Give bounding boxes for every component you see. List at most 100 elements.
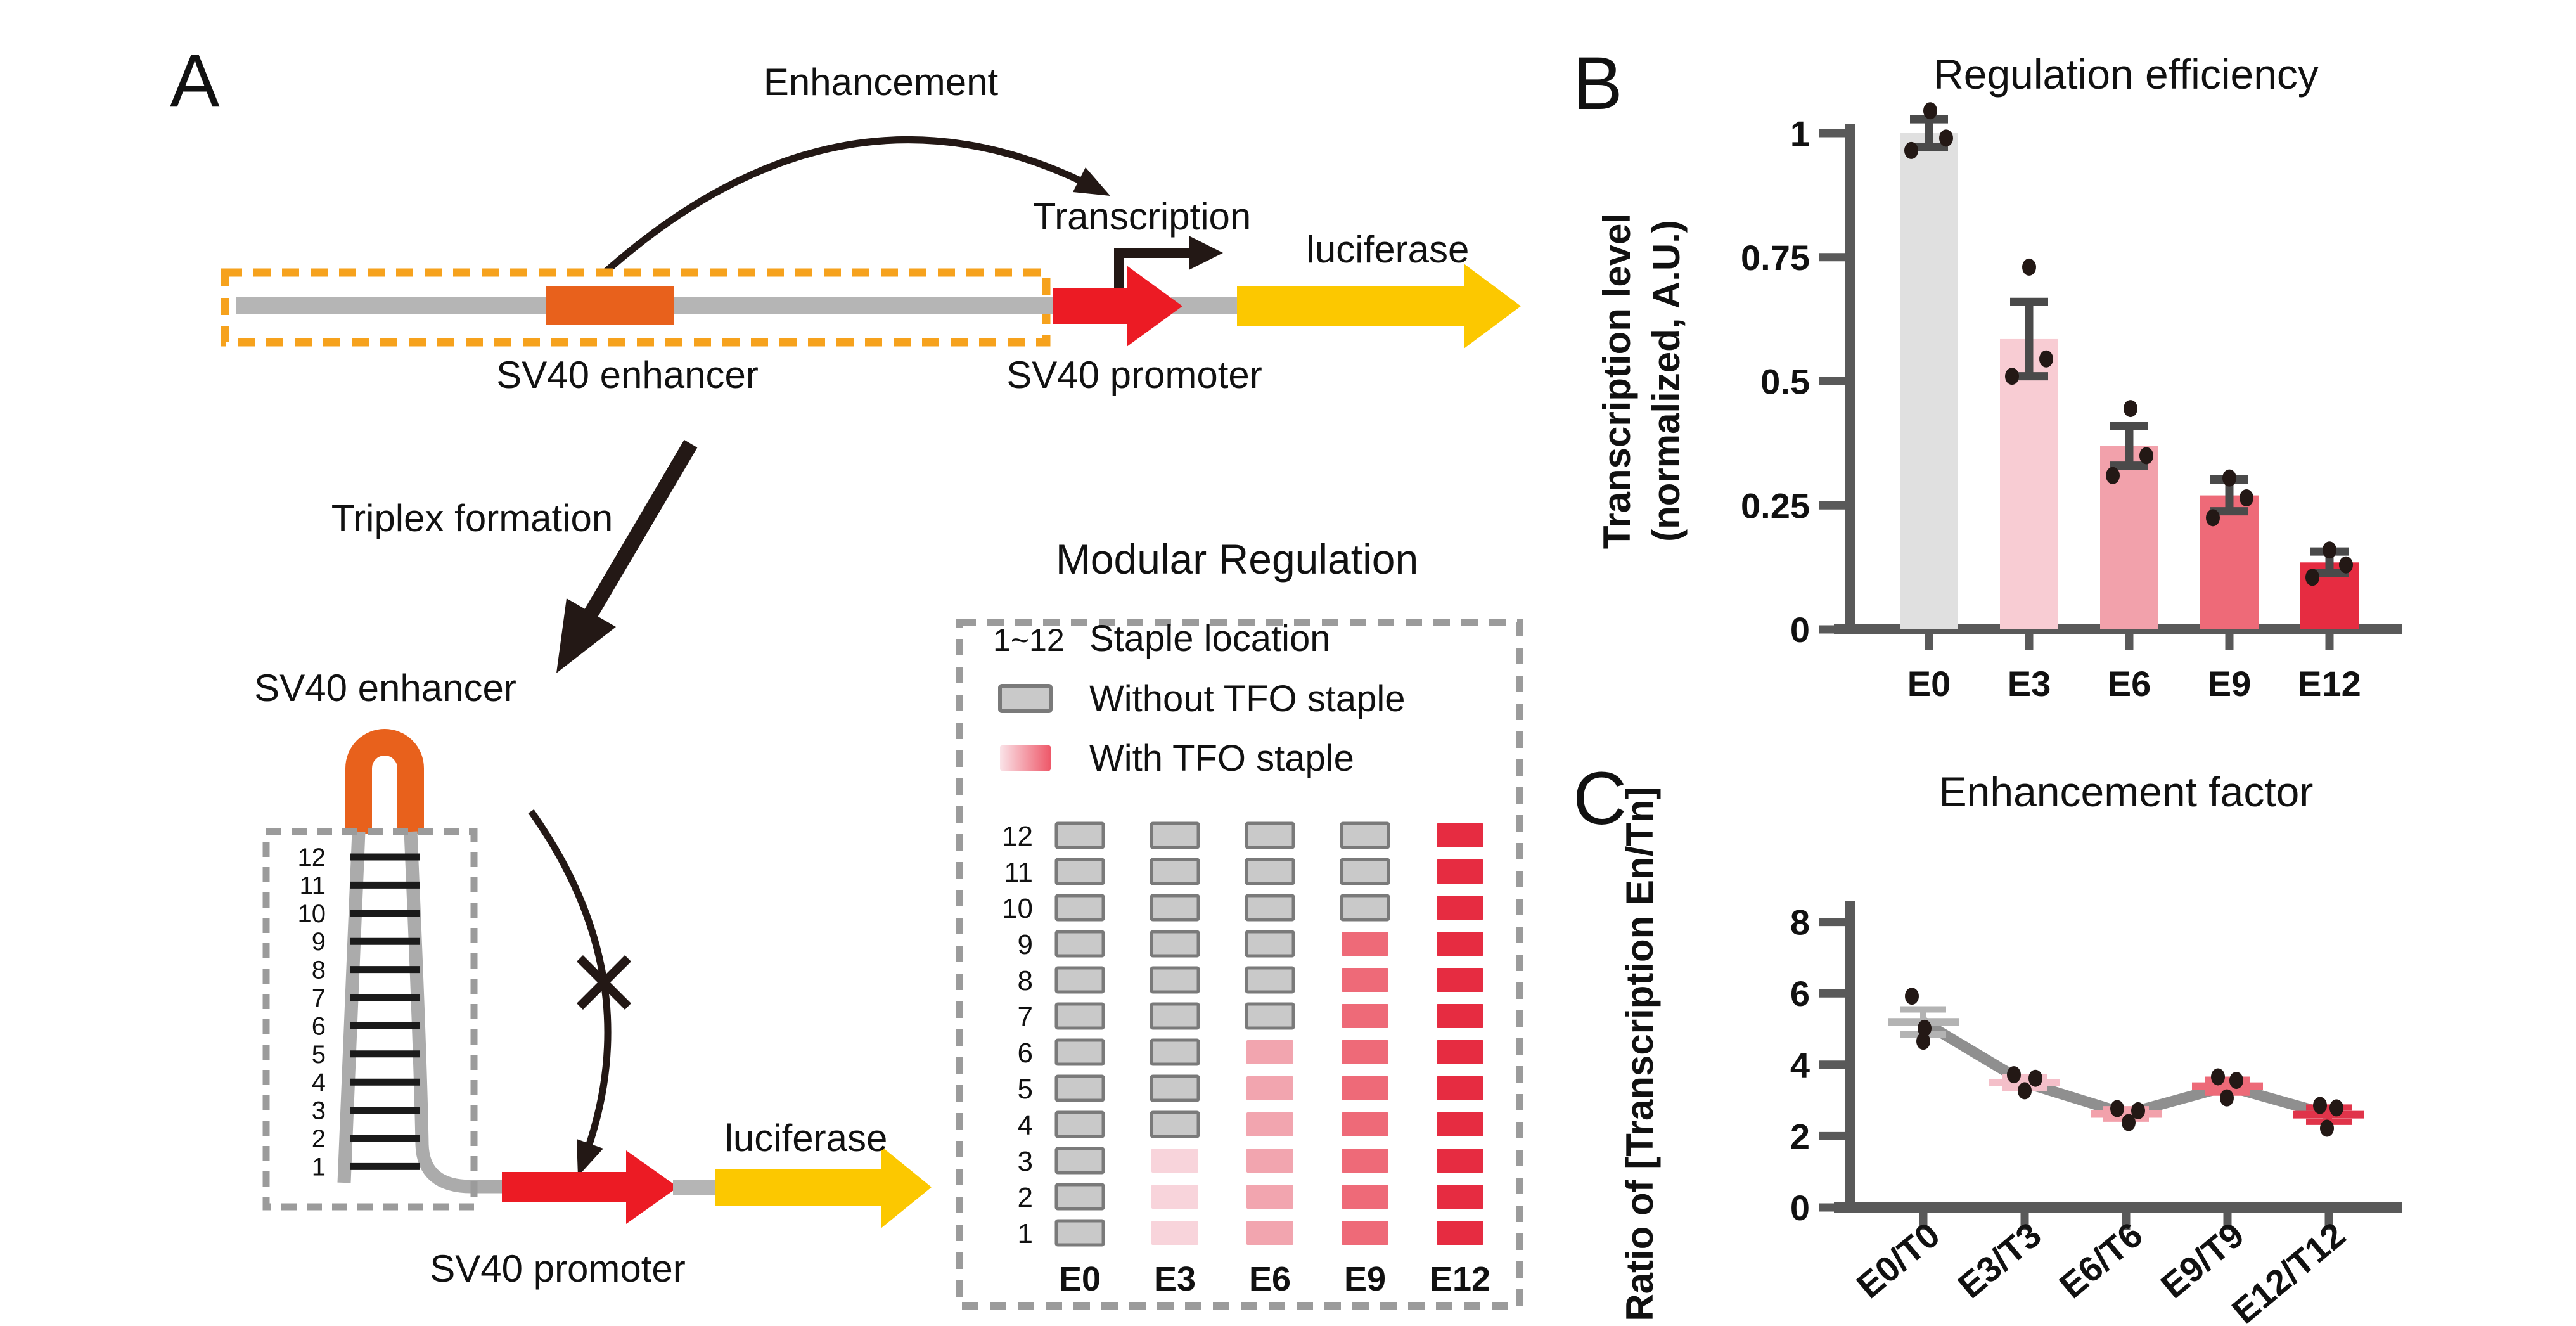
staple-cell-tfo: [1437, 932, 1483, 956]
staple-cell-tfo: [1437, 968, 1483, 992]
panel-c-title: Enhancement factor: [1939, 768, 2314, 815]
staple-cell-tfo: [1437, 1112, 1483, 1136]
b-data-point: [2206, 509, 2220, 527]
staple-column-label: E9: [1344, 1260, 1386, 1298]
panel-b-ylabel-line1: Transcription level: [1596, 213, 1638, 549]
staple-row-number: 12: [1002, 821, 1033, 852]
b-data-point: [2305, 569, 2319, 586]
b-category-label: E3: [2008, 664, 2051, 704]
sv40-promoter-arrow-bottom: [502, 1150, 678, 1224]
legend-without-tfo-label: Without TFO staple: [1089, 678, 1406, 719]
panel-a-label: A: [170, 39, 220, 123]
staple-cell-plain: [1245, 894, 1295, 922]
modular-regulation-panel: Modular Regulation 1~12 Staple location …: [956, 536, 1523, 1310]
panel-b-title: Regulation efficiency: [1933, 51, 2319, 98]
c-data-point: [2122, 1114, 2136, 1131]
staple-cell-tfo: [1437, 823, 1483, 847]
b-ytick-label: 0.25: [1741, 486, 1810, 525]
staple-cell-plain: [1054, 858, 1105, 885]
transcription-label: Transcription: [1033, 195, 1252, 238]
c-data-point: [2329, 1099, 2343, 1117]
luciferase-gene-arrow: [1237, 264, 1521, 349]
staple-cell-tfo: [1342, 1004, 1388, 1028]
ladder-rung-number: 3: [312, 1097, 326, 1125]
b-data-point: [2124, 400, 2137, 418]
staple-row-number: 9: [1018, 929, 1033, 960]
enhancement-arc-arrow: [601, 136, 1095, 277]
b-data-point: [1923, 102, 1937, 120]
b-data-point: [2240, 489, 2253, 507]
staple-cell-tfo: [1246, 1221, 1293, 1245]
staple-cell-plain: [1054, 1074, 1105, 1102]
transcription-arrowhead-icon: [1189, 236, 1223, 270]
c-axes: [1834, 901, 2402, 1213]
staple-cell-plain: [1245, 1002, 1295, 1030]
legend-staple-location-label: Staple location: [1089, 618, 1330, 659]
ladder-rung-number: 2: [312, 1125, 326, 1153]
staple-row-number: 1: [1018, 1218, 1033, 1249]
dna-backbone-bottom-connector: [673, 1180, 717, 1195]
staple-cell-tfo: [1437, 1221, 1483, 1245]
b-data-point: [2339, 556, 2353, 574]
c-data-point: [2110, 1100, 2124, 1117]
b-bar: [2000, 338, 2058, 629]
sv40-promoter-label-top: SV40 promoter: [1006, 354, 1262, 396]
staple-cell-plain: [1054, 1183, 1105, 1211]
staple-cell-tfo: [1151, 1149, 1198, 1173]
c-category-label: E0/T0: [1849, 1214, 1947, 1306]
staple-cell-tfo: [1246, 1185, 1293, 1209]
ladder-rung-number: 1: [312, 1153, 326, 1181]
sv40-promoter-arrow: [1053, 266, 1182, 347]
legend-with-tfo-swatch-icon: [1000, 745, 1051, 771]
luciferase-label-top: luciferase: [1307, 228, 1470, 271]
c-category-label: E12/T12: [2224, 1214, 2353, 1326]
b-data-point: [2039, 350, 2053, 368]
staple-row-number: 6: [1018, 1038, 1033, 1069]
staple-cell-tfo: [1342, 932, 1388, 956]
panel-b-plot-area: 0 0.25 0.5 0.75 1 E0 E3 E6 E9 E12: [1741, 102, 2402, 704]
ladder-rung-number: 4: [312, 1069, 326, 1097]
staple-cell-plain: [1150, 1002, 1200, 1030]
ladder-rung-number: 6: [312, 1012, 326, 1040]
staple-cell-tfo: [1437, 1004, 1483, 1028]
staple-cell-tfo: [1437, 859, 1483, 884]
staple-cell-plain: [1150, 966, 1200, 994]
c-data-point: [1916, 1033, 1930, 1050]
sv40-enhancer-label-hairpin: SV40 enhancer: [254, 667, 516, 709]
staple-cell-tfo: [1437, 1076, 1483, 1100]
staple-cell-tfo: [1246, 1076, 1293, 1100]
c-data-point: [1918, 1019, 1932, 1037]
panel-c-line-chart: C Enhancement factor Ratio of [Transcrip…: [1573, 757, 2402, 1326]
staple-cell-plain: [1054, 1110, 1105, 1138]
c-data-point: [2211, 1068, 2225, 1086]
enhancement-label: Enhancement: [764, 61, 999, 103]
hairpin-strand-right: [404, 831, 507, 1194]
c-data-point: [1905, 988, 1919, 1005]
b-data-point: [2323, 541, 2336, 559]
staple-column-label: E12: [1430, 1260, 1490, 1298]
blocked-x-icon: [577, 955, 631, 1010]
sv40-promoter-label-bottom: SV40 promoter: [430, 1247, 686, 1290]
modular-dashed-box: [956, 619, 1523, 1310]
staple-cell-plain: [1054, 1147, 1105, 1175]
staple-row-number: 10: [1002, 893, 1033, 924]
staple-cell-tfo: [1342, 1076, 1388, 1100]
staple-row-number: 7: [1018, 1001, 1033, 1033]
b-category-label: E0: [1907, 664, 1951, 704]
c-ytick-label: 0: [1790, 1188, 1810, 1228]
c-trend-line: [1920, 1017, 2331, 1120]
b-ytick-label: 0.75: [1741, 238, 1810, 278]
legend-without-tfo-swatch-icon: [998, 684, 1053, 713]
panel-b-ylabel-line2: (normalized, A.U.): [1645, 220, 1688, 542]
c-data-point: [2131, 1102, 2145, 1119]
staple-cell-tfo: [1342, 968, 1388, 992]
ladder-rung-number: 8: [312, 956, 326, 984]
luciferase-label-bottom: luciferase: [725, 1117, 888, 1159]
ladder-rung-number: 10: [298, 900, 326, 928]
staple-cell-tfo: [1342, 1149, 1388, 1173]
triplex-arrowhead-icon: [556, 598, 616, 673]
b-data-point: [2005, 368, 2019, 385]
luciferase-gene-arrow-bottom: [715, 1146, 932, 1228]
